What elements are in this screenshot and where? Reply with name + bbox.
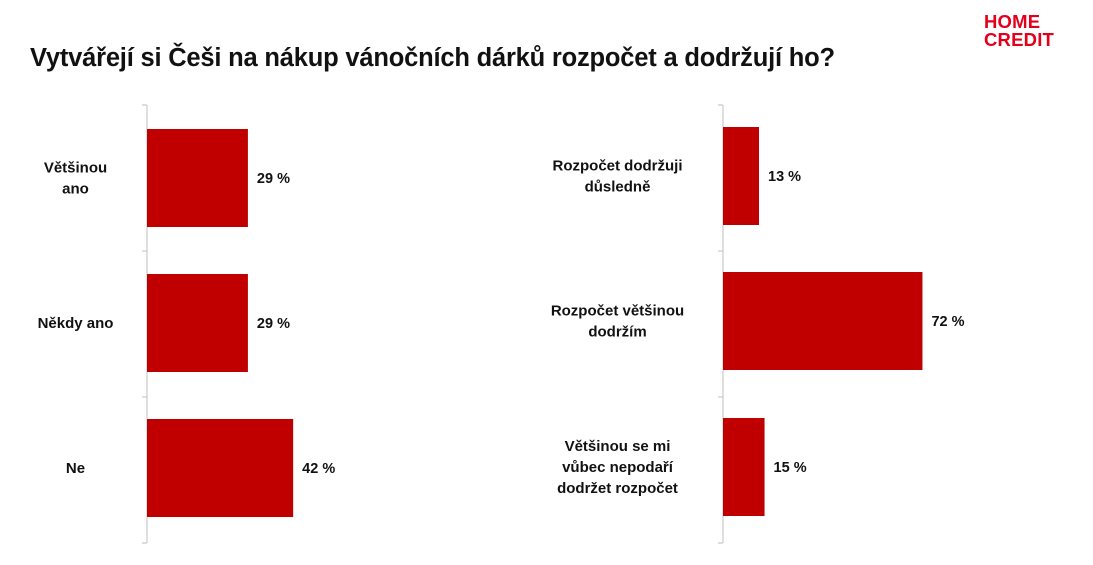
home-credit-logo: HOME CREDIT <box>984 11 1055 50</box>
bar-3 <box>723 418 765 516</box>
chart-2: 13 % Rozpočet dodržuji důsledně 72 % Rozpoče… <box>551 104 965 544</box>
data-label-2: 29 % <box>257 316 290 332</box>
category-label-1: Rozpočet dodržuji důsledně <box>553 158 683 196</box>
slide-title: Vytvářejí si Češi na nákup vánočních dár… <box>30 44 835 72</box>
bar-2 <box>147 274 248 372</box>
category-label-3: Ne <box>66 460 85 477</box>
bar-2 <box>723 272 923 370</box>
data-label-2: 72 % <box>931 314 964 330</box>
data-label-1: 29 % <box>257 171 290 187</box>
logo-line-2: CREDIT <box>984 29 1055 50</box>
bar-1 <box>147 129 248 227</box>
category-label-2: Někdy ano <box>38 315 114 332</box>
logo-line-1: HOME <box>984 11 1041 32</box>
data-label-3: 15 % <box>774 460 807 476</box>
data-label-1: 13 % <box>768 169 801 185</box>
bar-3 <box>147 419 294 517</box>
category-label-3: Většinou se mi vůbec nepodaří dodržet rozp… <box>557 438 678 497</box>
category-label-1: Většinou ano <box>44 160 107 198</box>
data-label-3: 42 % <box>302 461 335 477</box>
category-label-2: Rozpočet většinou dodržím <box>551 303 684 341</box>
bar-1 <box>723 127 760 225</box>
chart-1: 29 % Většinou ano 29 % Někdy ano 42 % Ne <box>38 104 335 544</box>
